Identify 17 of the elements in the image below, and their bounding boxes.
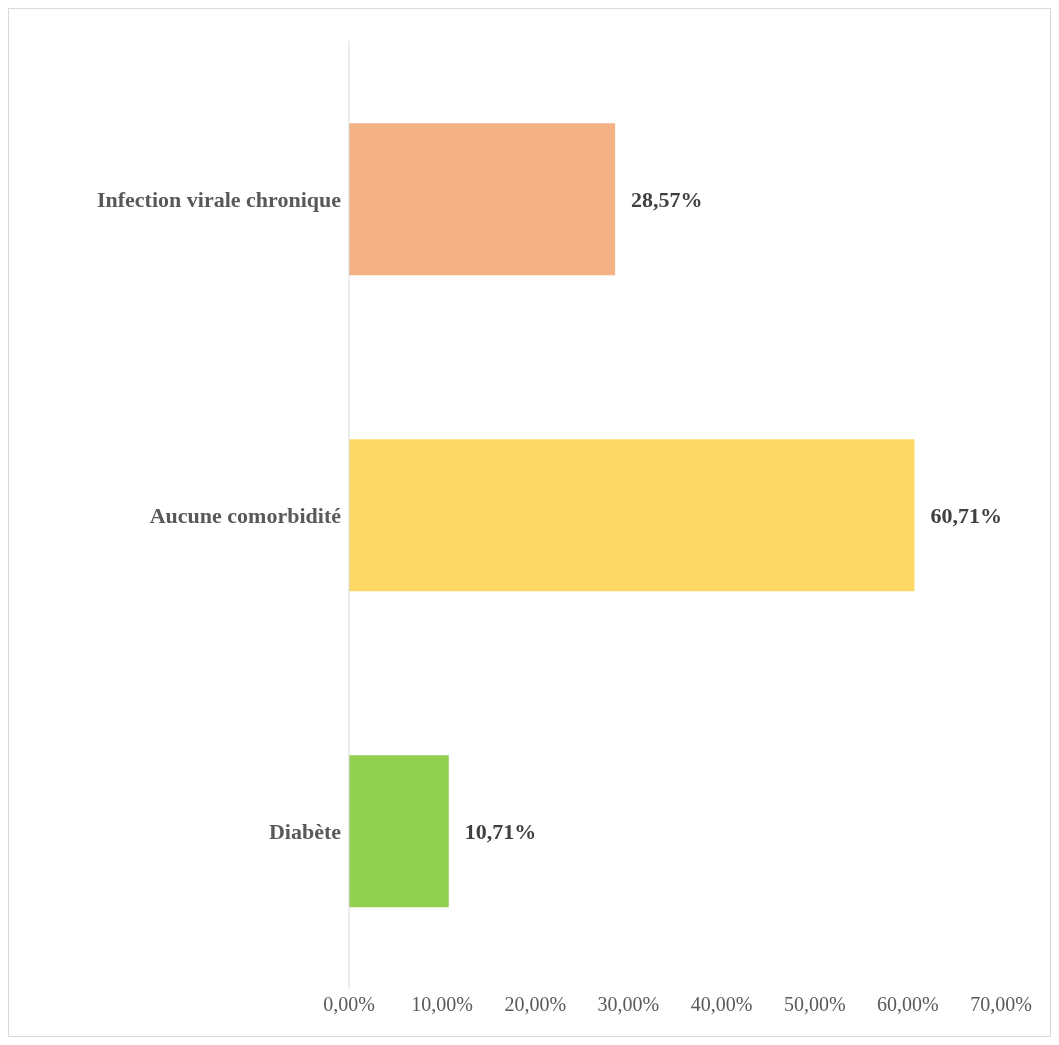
x-tick-label: 70,00% bbox=[970, 993, 1032, 1016]
data-label: 28,57% bbox=[631, 186, 703, 212]
bar bbox=[349, 755, 449, 908]
y-tick-label: Infection virale chronique bbox=[96, 186, 342, 212]
x-tick-label: 20,00% bbox=[504, 993, 567, 1016]
x-tick-label: 60,00% bbox=[877, 993, 939, 1016]
y-tick-label: Diabète bbox=[268, 818, 342, 844]
y-tick-label: Aucune comorbidité bbox=[149, 502, 342, 528]
x-tick-label: 50,00% bbox=[783, 993, 846, 1016]
bar bbox=[349, 439, 915, 592]
data-label: 10,71% bbox=[464, 818, 537, 844]
x-tick-label: 10,00% bbox=[411, 993, 473, 1016]
data-label: 60,71% bbox=[930, 502, 1002, 528]
x-tick-label: 40,00% bbox=[690, 993, 753, 1016]
x-tick-label: 0,00% bbox=[323, 993, 375, 1016]
x-tick-label: 30,00% bbox=[597, 993, 660, 1016]
bar bbox=[349, 123, 616, 276]
